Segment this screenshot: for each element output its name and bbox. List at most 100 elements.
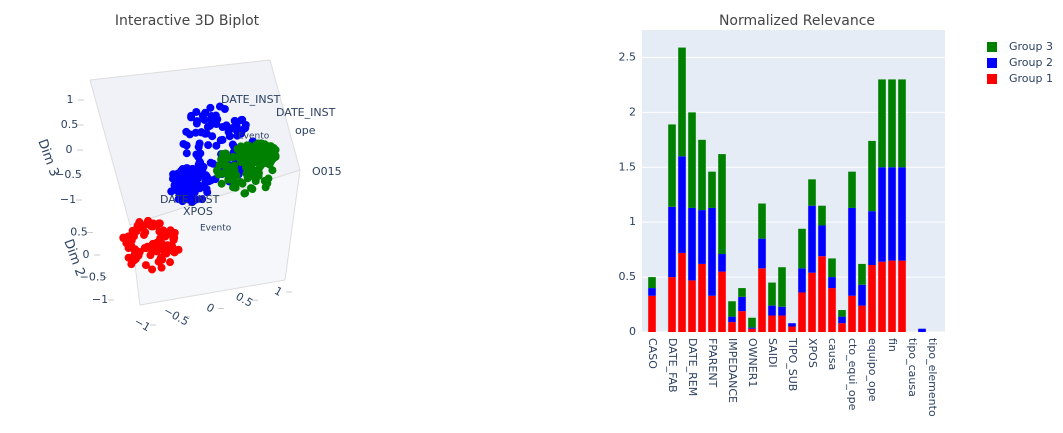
bar — [648, 288, 656, 296]
bar — [698, 139, 706, 211]
bar — [828, 258, 836, 278]
bar — [698, 263, 706, 332]
legend-label: Group 3 — [1009, 40, 1053, 53]
point — [250, 173, 259, 182]
tick-label: 0.5 — [70, 226, 88, 239]
bar — [888, 79, 896, 168]
x-tick-label: tipo_elemento — [926, 338, 939, 417]
x-tick-label: CASO — [646, 338, 659, 369]
point — [155, 227, 164, 236]
legend-label: Group 2 — [1009, 56, 1053, 69]
point — [180, 177, 189, 186]
point — [174, 245, 183, 254]
point — [228, 170, 237, 179]
bar — [688, 112, 696, 208]
point — [131, 255, 140, 264]
bar — [818, 256, 826, 332]
point — [233, 131, 242, 140]
x-tick-label: OWNER1 — [746, 338, 759, 387]
point — [240, 189, 249, 198]
scene-floor — [129, 169, 301, 306]
bar — [678, 47, 686, 157]
bar — [838, 310, 846, 317]
bar — [888, 167, 896, 261]
point — [124, 253, 133, 262]
bar — [878, 261, 886, 332]
legend-swatch — [987, 74, 997, 84]
point — [230, 161, 239, 170]
chart-title: Normalized Relevance — [719, 13, 875, 29]
bar — [708, 207, 716, 296]
bar — [888, 260, 896, 332]
bar — [868, 265, 876, 332]
bar — [788, 323, 796, 327]
point — [236, 152, 245, 161]
bar — [798, 292, 806, 332]
bar — [768, 315, 776, 332]
bar — [788, 326, 796, 332]
point — [173, 171, 182, 180]
bar — [828, 277, 836, 289]
point — [252, 140, 261, 149]
bar — [778, 267, 786, 307]
point — [212, 141, 221, 150]
point — [229, 183, 238, 192]
bar — [678, 252, 686, 332]
bar — [768, 305, 776, 316]
y-tick-label: 2 — [629, 105, 636, 118]
bar — [848, 207, 856, 296]
point — [261, 156, 270, 165]
bar — [878, 167, 886, 262]
point — [182, 141, 191, 150]
bar — [698, 210, 706, 264]
y-tick-label: 1.5 — [619, 160, 637, 173]
point — [209, 159, 218, 168]
point — [215, 102, 224, 111]
bar — [738, 288, 746, 297]
x-tick-label: cto_equi_ope — [846, 338, 859, 411]
point — [233, 144, 242, 153]
tick-label: 0 — [66, 143, 73, 156]
point — [244, 170, 253, 179]
bar — [678, 156, 686, 253]
bar — [828, 288, 836, 332]
bar — [718, 254, 726, 272]
point — [232, 121, 241, 130]
bar — [748, 317, 756, 328]
point — [263, 179, 272, 188]
point — [190, 166, 199, 175]
x-tick-label: DATE_REM — [686, 338, 699, 396]
x-tick-label: SAIDI — [766, 338, 779, 368]
point — [203, 122, 212, 131]
point — [224, 175, 233, 184]
bar — [808, 272, 816, 332]
point — [241, 163, 250, 172]
point — [132, 227, 141, 236]
annotation: ope — [295, 124, 316, 137]
bar — [808, 179, 816, 206]
bar — [648, 295, 656, 332]
point — [171, 185, 180, 194]
point — [185, 189, 194, 198]
point — [148, 265, 157, 274]
bar — [798, 268, 806, 293]
point — [155, 219, 164, 228]
point — [148, 222, 157, 231]
bar — [768, 282, 776, 306]
point — [180, 170, 189, 179]
point — [154, 257, 163, 266]
point — [213, 167, 222, 176]
x-tick-label: TIPO_SUB — [786, 337, 799, 391]
tick-label: −0.5 — [55, 168, 82, 181]
point — [250, 158, 259, 167]
chart-title: Interactive 3D Biplot — [115, 13, 260, 29]
bar — [858, 305, 866, 332]
y-tick-label: 2.5 — [619, 50, 637, 63]
legend-swatch — [987, 58, 997, 68]
point — [166, 226, 175, 235]
bar — [918, 328, 926, 332]
x-tick-label: FPARENT — [706, 338, 719, 388]
bar — [848, 171, 856, 208]
point — [152, 241, 161, 250]
point — [206, 103, 215, 112]
